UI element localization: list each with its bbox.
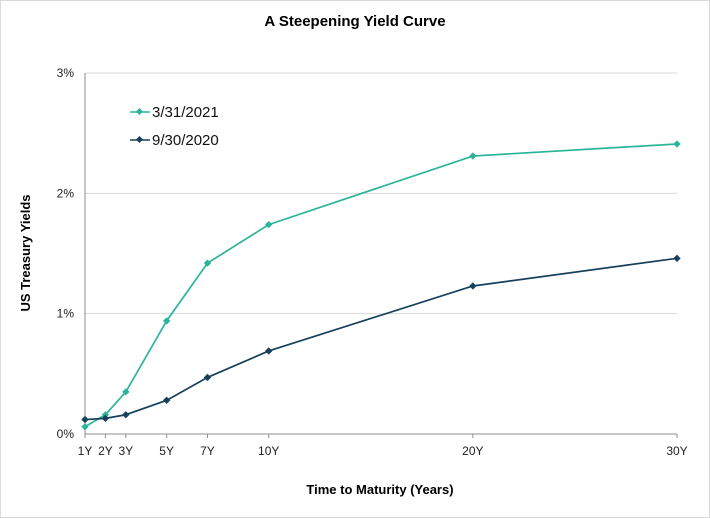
y-axis-title: US Treasury Yields: [18, 194, 33, 311]
x-axis-title: Time to Maturity (Years): [306, 482, 453, 497]
data-point-series-2: [265, 347, 273, 355]
gridlines: [85, 72, 677, 315]
x-tick-label: 5Y: [159, 444, 174, 458]
data-point-series-2: [122, 411, 130, 419]
legend-marker-series-2: [135, 135, 144, 144]
y-tick-label: 1%: [57, 307, 75, 321]
data-point-series-2: [673, 254, 681, 262]
data-point-series-2: [469, 282, 477, 290]
legend-marker-series-1: [135, 107, 144, 116]
x-tick-label: 30Y: [666, 444, 687, 458]
legend-label-series-2: 9/30/2020: [152, 132, 219, 149]
y-tick-label: 2%: [57, 186, 75, 200]
tick-labels: 0% 1% 2% 3% 1Y 2Y 3Y 5Y 7Y 10Y 20Y 30Y: [57, 66, 688, 458]
x-tick-label: 7Y: [200, 444, 215, 458]
data-point-series-2: [203, 373, 212, 382]
series-layer: [81, 140, 681, 431]
data-point-series-1: [469, 152, 477, 160]
y-tick-label: 3%: [57, 66, 75, 80]
x-tick-label: 10Y: [258, 444, 279, 458]
series-line-1: [84, 143, 678, 428]
data-point-series-1: [162, 317, 171, 325]
axes: [84, 73, 678, 438]
legend: 3/31/2021 9/30/2020: [130, 104, 219, 149]
x-tick-label: 2Y: [98, 444, 113, 458]
x-tick-label: 1Y: [78, 444, 93, 458]
data-point-series-1: [81, 423, 89, 431]
legend-item-series-2: 9/30/2020: [130, 132, 219, 149]
data-point-series-2: [81, 415, 89, 424]
legend-item-series-1: 3/31/2021: [130, 104, 219, 121]
data-point-series-1: [122, 388, 130, 396]
data-point-series-1: [203, 259, 212, 267]
series-line-2: [84, 257, 678, 421]
chart-title: A Steepening Yield Curve: [264, 13, 445, 30]
data-point-series-1: [673, 140, 681, 148]
data-point-series-2: [162, 396, 171, 404]
x-tick-label: 20Y: [462, 444, 483, 458]
legend-label-series-1: 3/31/2021: [152, 104, 219, 121]
y-tick-label: 0%: [57, 427, 75, 441]
x-tick-label: 3Y: [118, 444, 133, 458]
